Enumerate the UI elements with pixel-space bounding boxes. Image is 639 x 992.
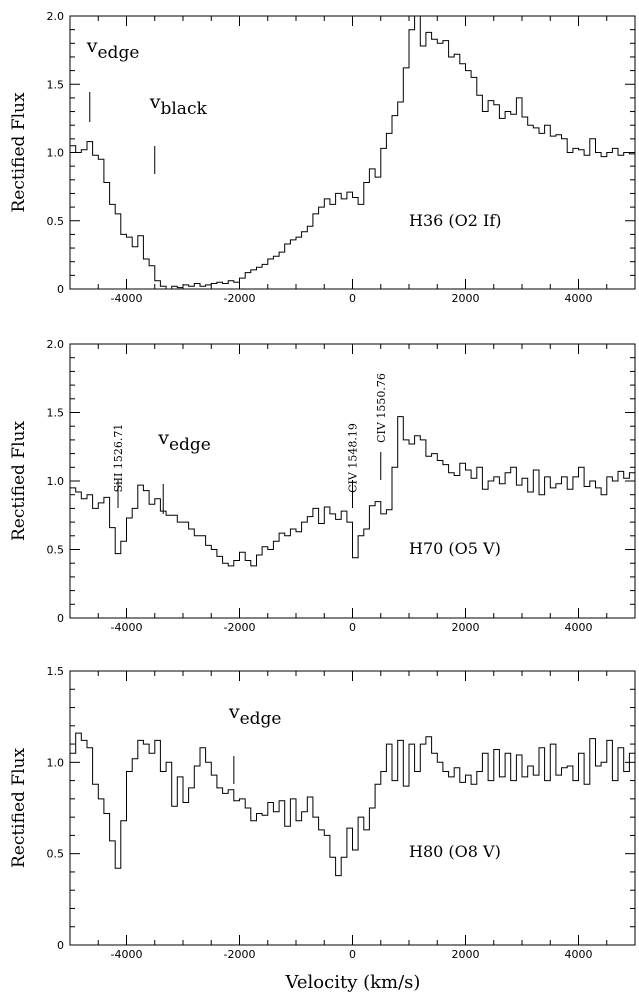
y-tick-label: 0.5 — [47, 215, 65, 228]
y-axis-label: Rectified Flux — [9, 421, 29, 542]
y-tick-label: 1.5 — [47, 665, 65, 678]
x-tick-label: 2000 — [452, 621, 480, 634]
spectrum-series — [70, 15, 635, 290]
x-tick-label: -4000 — [111, 621, 143, 634]
y-tick-label: 1.0 — [47, 475, 65, 488]
x-tick-label: 0 — [349, 948, 356, 961]
y-tick-label: 2.0 — [47, 10, 65, 23]
spectrum-series — [70, 416, 635, 567]
object-label: H70 (O5 V) — [409, 539, 501, 558]
x-tick-label: -2000 — [224, 948, 256, 961]
y-tick-label: 0.5 — [47, 848, 65, 861]
spectrum-series — [70, 732, 635, 877]
velocity-marker-label: vedge — [86, 35, 140, 63]
x-tick-label: -4000 — [111, 292, 143, 305]
y-tick-label: 1.5 — [47, 78, 65, 91]
x-tick-label: 2000 — [452, 948, 480, 961]
x-tick-label: 0 — [349, 292, 356, 305]
y-tick-label: 0 — [57, 612, 64, 625]
y-tick-label: 1.0 — [47, 147, 65, 160]
y-axis-label: Rectified Flux — [9, 748, 29, 869]
x-tick-label: 4000 — [565, 948, 593, 961]
object-label: H36 (O2 If) — [409, 211, 502, 230]
panel-3: -4000 -2000 0 2000 4000 0 0.5 1.0 1.5 Rectified F… — [9, 665, 636, 961]
y-tick-label: 2.0 — [47, 338, 65, 351]
velocity-marker-subscript: edge — [169, 435, 211, 455]
panel-2: -4000 -2000 0 2000 4000 0 0.5 1.0 1.5 2.0 Rectifie… — [9, 338, 636, 634]
velocity-marker-label: vedge — [157, 427, 211, 455]
x-tick-label: 4000 — [565, 292, 593, 305]
velocity-marker-subscript: black — [160, 99, 207, 119]
velocity-marker-label: vedge — [228, 701, 282, 729]
x-tick-label: 2000 — [452, 292, 480, 305]
y-tick-label: 1.0 — [47, 756, 65, 769]
y-axis-label: Rectified Flux — [9, 92, 29, 213]
line-id-label: SiII 1526.71 — [112, 424, 125, 493]
x-tick-label: -2000 — [224, 292, 256, 305]
panel-1: -4000 -2000 0 2000 4000 0 0.5 1.0 1.5 2.0 Rectifie… — [9, 10, 636, 305]
y-tick-label: 0.5 — [47, 544, 65, 557]
line-id-label: CIV 1550.76 — [375, 373, 388, 443]
x-tick-label: 4000 — [565, 621, 593, 634]
velocity-marker-subscript: edge — [98, 43, 140, 63]
velocity-marker-subscript: edge — [240, 709, 282, 729]
object-label: H80 (O8 V) — [409, 842, 501, 861]
x-tick-label: -2000 — [224, 621, 256, 634]
y-tick-label: 1.5 — [47, 407, 65, 420]
line-id-label: CIV 1548.19 — [347, 423, 360, 493]
y-tick-label: 0 — [57, 939, 64, 952]
plot-frame — [69, 670, 636, 946]
velocity-marker-label: vblack — [149, 91, 208, 119]
x-tick-label: -4000 — [111, 948, 143, 961]
x-axis-label: Velocity (km/s) — [285, 972, 421, 992]
x-tick-label: 0 — [349, 621, 356, 634]
y-tick-label: 0 — [57, 283, 64, 296]
